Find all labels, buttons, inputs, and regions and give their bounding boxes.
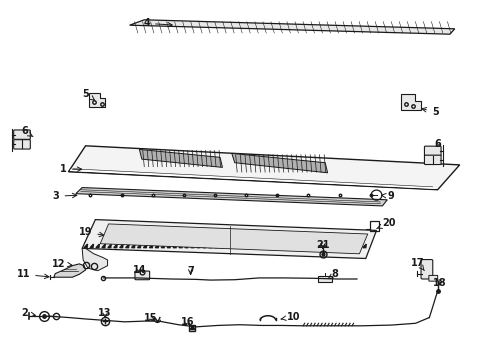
Polygon shape bbox=[350, 244, 354, 248]
FancyBboxPatch shape bbox=[135, 271, 149, 280]
Text: 1: 1 bbox=[60, 164, 81, 174]
Polygon shape bbox=[114, 244, 117, 248]
FancyBboxPatch shape bbox=[14, 140, 30, 149]
FancyBboxPatch shape bbox=[420, 260, 432, 279]
Polygon shape bbox=[149, 244, 152, 248]
Polygon shape bbox=[173, 244, 176, 248]
Text: 6: 6 bbox=[433, 139, 440, 149]
Polygon shape bbox=[139, 149, 222, 167]
Polygon shape bbox=[256, 244, 259, 248]
Polygon shape bbox=[161, 244, 164, 248]
Polygon shape bbox=[137, 244, 141, 248]
Polygon shape bbox=[179, 244, 182, 248]
Polygon shape bbox=[143, 244, 146, 248]
FancyBboxPatch shape bbox=[317, 276, 331, 282]
Polygon shape bbox=[82, 220, 376, 258]
Polygon shape bbox=[297, 244, 301, 248]
Text: 19: 19 bbox=[79, 227, 103, 237]
Text: 4: 4 bbox=[143, 18, 172, 28]
Polygon shape bbox=[54, 264, 85, 277]
Polygon shape bbox=[345, 244, 348, 248]
Polygon shape bbox=[332, 244, 336, 248]
Text: 8: 8 bbox=[328, 269, 338, 279]
Polygon shape bbox=[238, 244, 241, 248]
Polygon shape bbox=[76, 188, 386, 206]
Polygon shape bbox=[89, 93, 105, 107]
Text: 2: 2 bbox=[21, 308, 35, 318]
Polygon shape bbox=[184, 244, 188, 248]
Polygon shape bbox=[262, 244, 265, 248]
Text: 17: 17 bbox=[410, 258, 424, 271]
Polygon shape bbox=[190, 244, 194, 248]
Polygon shape bbox=[279, 244, 283, 248]
Polygon shape bbox=[291, 244, 294, 248]
Polygon shape bbox=[100, 224, 367, 254]
FancyBboxPatch shape bbox=[14, 130, 30, 139]
Polygon shape bbox=[244, 244, 247, 248]
Polygon shape bbox=[267, 244, 271, 248]
Text: 6: 6 bbox=[21, 126, 33, 137]
Polygon shape bbox=[338, 244, 342, 248]
Polygon shape bbox=[285, 244, 288, 248]
Polygon shape bbox=[155, 244, 159, 248]
Polygon shape bbox=[303, 244, 306, 248]
Polygon shape bbox=[315, 244, 318, 248]
Text: 16: 16 bbox=[180, 317, 194, 327]
Text: 3: 3 bbox=[53, 191, 77, 201]
Polygon shape bbox=[131, 244, 135, 248]
Polygon shape bbox=[400, 94, 420, 110]
Polygon shape bbox=[96, 244, 99, 248]
Text: 11: 11 bbox=[17, 269, 49, 279]
Polygon shape bbox=[82, 248, 107, 271]
Polygon shape bbox=[129, 20, 454, 34]
Text: 5: 5 bbox=[82, 89, 94, 100]
Polygon shape bbox=[84, 244, 87, 248]
Text: 9: 9 bbox=[381, 191, 394, 201]
Text: 10: 10 bbox=[281, 312, 300, 322]
Polygon shape bbox=[214, 244, 218, 248]
Text: 14: 14 bbox=[132, 265, 146, 275]
Text: 5: 5 bbox=[421, 107, 438, 117]
Polygon shape bbox=[125, 244, 129, 248]
Text: 18: 18 bbox=[432, 278, 446, 288]
Polygon shape bbox=[220, 244, 224, 248]
Polygon shape bbox=[326, 244, 330, 248]
Polygon shape bbox=[120, 244, 123, 248]
Text: 13: 13 bbox=[98, 308, 112, 318]
Polygon shape bbox=[208, 244, 212, 248]
Polygon shape bbox=[226, 244, 229, 248]
Polygon shape bbox=[250, 244, 253, 248]
Polygon shape bbox=[309, 244, 312, 248]
Polygon shape bbox=[362, 244, 366, 248]
Polygon shape bbox=[108, 244, 111, 248]
FancyBboxPatch shape bbox=[424, 146, 440, 156]
Polygon shape bbox=[231, 153, 327, 173]
Polygon shape bbox=[321, 244, 324, 248]
Text: 20: 20 bbox=[376, 218, 395, 229]
Text: 7: 7 bbox=[187, 266, 194, 276]
Text: 21: 21 bbox=[315, 240, 329, 250]
Polygon shape bbox=[203, 244, 206, 248]
Polygon shape bbox=[68, 146, 459, 190]
FancyBboxPatch shape bbox=[424, 155, 440, 165]
Text: 15: 15 bbox=[143, 312, 157, 323]
Polygon shape bbox=[232, 244, 235, 248]
FancyBboxPatch shape bbox=[428, 275, 437, 281]
Text: 12: 12 bbox=[52, 258, 72, 269]
Polygon shape bbox=[196, 244, 200, 248]
Polygon shape bbox=[273, 244, 277, 248]
Polygon shape bbox=[167, 244, 170, 248]
Polygon shape bbox=[90, 244, 93, 248]
Polygon shape bbox=[356, 244, 360, 248]
Polygon shape bbox=[102, 244, 105, 248]
